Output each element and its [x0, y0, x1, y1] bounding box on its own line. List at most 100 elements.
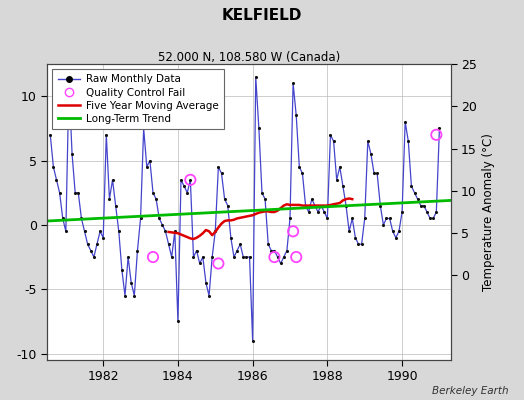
Point [155, 215, 163, 222]
Point [261, 196, 269, 202]
Point [214, 164, 223, 170]
Point [357, 241, 366, 247]
Point [74, 190, 82, 196]
Point [102, 132, 111, 138]
Point [301, 202, 310, 209]
Point [105, 196, 114, 202]
Point [239, 254, 247, 260]
Y-axis label: Temperature Anomaly (°C): Temperature Anomaly (°C) [483, 133, 496, 291]
Text: KELFIELD: KELFIELD [222, 8, 302, 23]
Point [333, 177, 341, 183]
Point [351, 234, 359, 241]
Text: Berkeley Earth: Berkeley Earth [432, 386, 508, 396]
Point [245, 254, 254, 260]
Point [49, 164, 58, 170]
Point [292, 112, 300, 119]
Point [136, 215, 145, 222]
Point [388, 228, 397, 234]
Point [298, 170, 307, 176]
Point [146, 157, 154, 164]
Point [410, 190, 419, 196]
Point [283, 248, 291, 254]
Point [227, 234, 235, 241]
Point [435, 125, 444, 132]
Point [314, 209, 322, 215]
Point [93, 241, 101, 247]
Point [115, 228, 123, 234]
Point [317, 202, 325, 209]
Point [383, 215, 391, 222]
Point [233, 248, 241, 254]
Point [221, 196, 229, 202]
Point [86, 248, 95, 254]
Point [354, 241, 363, 247]
Point [370, 170, 378, 176]
Point [335, 164, 344, 170]
Point [161, 228, 170, 234]
Point [323, 215, 332, 222]
Point [295, 164, 303, 170]
Legend: Raw Monthly Data, Quality Control Fail, Five Year Moving Average, Long-Term Tren: Raw Monthly Data, Quality Control Fail, … [52, 69, 224, 129]
Point [202, 280, 210, 286]
Point [71, 190, 79, 196]
Point [270, 248, 279, 254]
Point [420, 202, 428, 209]
Point [311, 202, 319, 209]
Point [367, 151, 375, 157]
Point [96, 228, 104, 234]
Point [211, 228, 220, 234]
Point [171, 228, 179, 234]
Point [46, 132, 54, 138]
Point [289, 80, 297, 86]
Point [52, 177, 61, 183]
Point [426, 215, 434, 222]
Point [99, 234, 107, 241]
Point [174, 318, 182, 324]
Point [373, 170, 381, 176]
Point [255, 125, 263, 132]
Point [304, 209, 313, 215]
Point [118, 267, 126, 273]
Point [391, 234, 400, 241]
Point [280, 254, 288, 260]
Point [59, 215, 67, 222]
Point [395, 228, 403, 234]
Point [423, 209, 431, 215]
Point [339, 183, 347, 190]
Point [404, 138, 412, 144]
Point [56, 190, 64, 196]
Point [130, 292, 138, 299]
Point [149, 254, 157, 260]
Point [68, 151, 77, 157]
Point [205, 292, 213, 299]
Point [152, 196, 160, 202]
Title: 52.000 N, 108.580 W (Canada): 52.000 N, 108.580 W (Canada) [158, 51, 340, 64]
Point [186, 177, 194, 183]
Point [224, 202, 232, 209]
Point [214, 260, 223, 267]
Point [158, 222, 167, 228]
Point [330, 138, 338, 144]
Point [361, 215, 369, 222]
Point [386, 215, 394, 222]
Point [127, 280, 135, 286]
Point [407, 183, 416, 190]
Point [274, 254, 282, 260]
Point [264, 241, 272, 247]
Point [208, 254, 216, 260]
Point [65, 80, 73, 86]
Point [413, 196, 422, 202]
Point [180, 183, 188, 190]
Point [177, 177, 185, 183]
Point [417, 202, 425, 209]
Point [217, 170, 226, 176]
Point [308, 196, 316, 202]
Point [90, 254, 98, 260]
Point [108, 177, 117, 183]
Point [143, 164, 151, 170]
Point [192, 248, 201, 254]
Point [165, 241, 173, 247]
Point [149, 190, 157, 196]
Point [83, 241, 92, 247]
Point [379, 222, 388, 228]
